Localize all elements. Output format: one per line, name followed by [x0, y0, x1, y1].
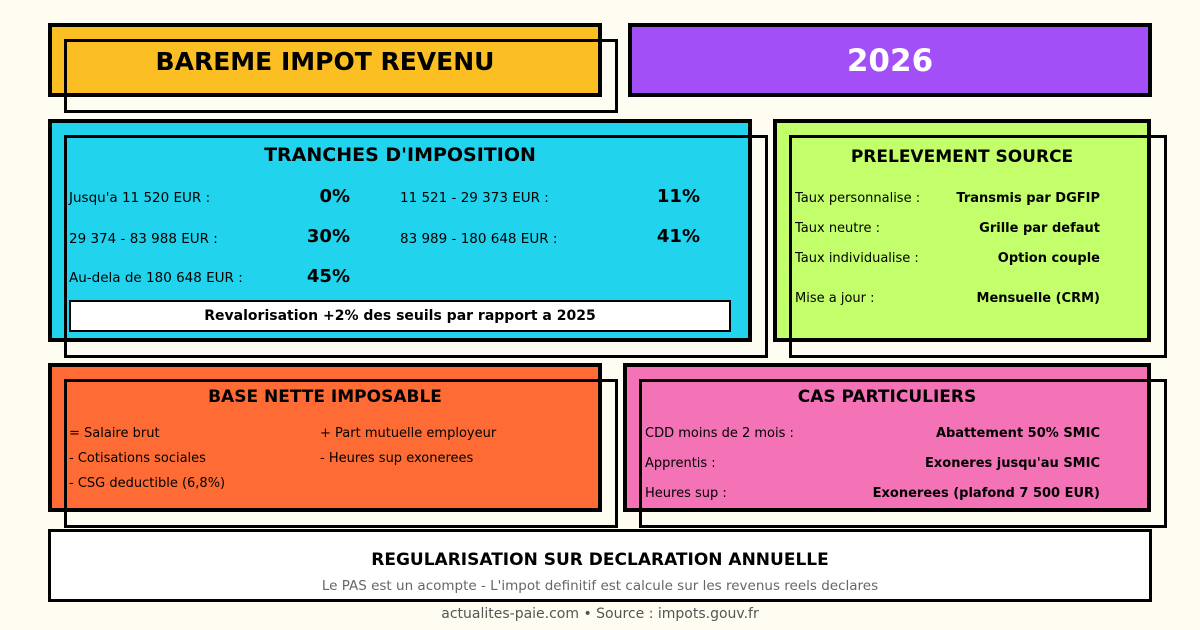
tranche-rate: 11%: [656, 186, 700, 207]
cas-label: Apprentis :: [645, 456, 716, 471]
pas-value: Grille par defaut: [979, 221, 1100, 236]
base-item: - Cotisations sociales: [69, 451, 206, 466]
pas-value: Transmis par DGFIP: [956, 191, 1100, 206]
pas-value: Option couple: [997, 251, 1100, 266]
tranche-label: 83 989 - 180 648 EUR :: [400, 231, 558, 247]
pas-heading: PRELEVEMENT SOURCE: [850, 147, 1074, 167]
cas-value: Abattement 50% SMIC: [935, 426, 1100, 441]
cas-label: CDD moins de 2 mois :: [645, 426, 794, 441]
base-panel: BASE NETTE IMPOSABLE = Salaire brut - Co…: [48, 363, 602, 512]
tranche-label: Jusqu'a 11 520 EUR :: [69, 190, 211, 206]
footer-source: actualites-paie.com • Source : impots.go…: [441, 606, 759, 622]
year-label: 2026: [846, 43, 934, 79]
tranche-rate: 0%: [319, 186, 350, 207]
pas-panel: PRELEVEMENT SOURCE Taux personnalise : T…: [773, 119, 1151, 342]
cas-value: Exonerees (plafond 7 500 EUR): [872, 486, 1100, 501]
pas-label: Taux personnalise :: [795, 191, 921, 206]
base-heading: BASE NETTE IMPOSABLE: [208, 387, 442, 407]
cas-heading: CAS PARTICULIERS: [797, 387, 977, 407]
tranches-panel: TRANCHES D'IMPOSITION Jusqu'a 11 520 EUR…: [48, 119, 752, 342]
pas-label: Mise a jour :: [795, 291, 875, 306]
cas-panel: CAS PARTICULIERS CDD moins de 2 mois : A…: [623, 363, 1151, 512]
cas-value: Exoneres jusqu'au SMIC: [925, 456, 1100, 471]
base-item: - CSG deductible (6,8%): [69, 476, 226, 491]
tranche-label: 11 521 - 29 373 EUR :: [400, 190, 549, 206]
base-item: - Heures sup exonerees: [320, 451, 474, 466]
tranche-label: Au-dela de 180 648 EUR :: [69, 270, 243, 286]
year-panel: 2026: [628, 23, 1152, 97]
tranche-rate: 30%: [306, 226, 350, 247]
base-item: + Part mutuelle employeur: [320, 426, 497, 441]
pas-label: Taux neutre :: [795, 221, 880, 236]
tranche-label: 29 374 - 83 988 EUR :: [69, 231, 218, 247]
pas-label: Taux individualise :: [795, 251, 919, 266]
tranche-rate: 45%: [306, 266, 350, 287]
regul-subtitle: Le PAS est un acompte - L'impot definiti…: [321, 578, 879, 594]
regul-panel: REGULARISATION SUR DECLARATION ANNUELLE …: [48, 529, 1152, 602]
title-panel: BAREME IMPOT REVENU: [48, 23, 602, 97]
cas-label: Heures sup :: [645, 486, 727, 501]
revalorisation-note: Revalorisation +2% des seuils par rappor…: [69, 300, 731, 332]
regul-heading: REGULARISATION SUR DECLARATION ANNUELLE: [371, 550, 829, 570]
page-title: BAREME IMPOT REVENU: [155, 47, 495, 76]
base-item: = Salaire brut: [69, 426, 160, 441]
tranches-heading: TRANCHES D'IMPOSITION: [264, 144, 536, 166]
pas-value: Mensuelle (CRM): [976, 291, 1100, 306]
tranche-rate: 41%: [656, 226, 700, 247]
